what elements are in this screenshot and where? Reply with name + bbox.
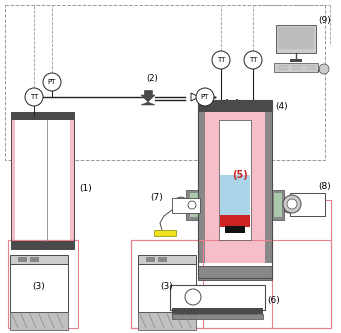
Text: PT: PT — [48, 79, 56, 85]
Bar — [8, 240, 78, 328]
Text: PT: PT — [201, 94, 209, 100]
Bar — [10, 255, 68, 264]
Circle shape — [43, 73, 61, 91]
Bar — [172, 308, 263, 314]
Bar — [219, 120, 251, 240]
Bar — [274, 63, 318, 72]
Bar — [290, 59, 302, 62]
Polygon shape — [141, 95, 155, 102]
Bar — [131, 240, 331, 328]
Bar — [11, 241, 74, 249]
Bar — [276, 25, 316, 53]
Bar — [172, 314, 263, 319]
Bar — [172, 198, 200, 213]
Bar — [138, 262, 196, 312]
Bar — [198, 110, 205, 263]
Bar — [170, 285, 265, 310]
Bar — [10, 312, 68, 330]
Polygon shape — [141, 102, 155, 105]
Circle shape — [212, 51, 230, 69]
Circle shape — [287, 199, 297, 209]
Circle shape — [281, 197, 297, 213]
Text: TT: TT — [217, 57, 225, 63]
Circle shape — [319, 64, 329, 74]
Circle shape — [25, 88, 43, 106]
Bar — [68, 116, 74, 243]
Circle shape — [173, 197, 189, 213]
Text: (4): (4) — [275, 102, 287, 111]
Text: (3): (3) — [161, 282, 173, 291]
Bar — [198, 266, 272, 280]
Bar — [11, 116, 17, 243]
Bar — [220, 175, 250, 217]
Bar — [220, 215, 250, 227]
Bar — [278, 27, 314, 49]
Text: (2): (2) — [146, 74, 158, 83]
Bar — [198, 110, 272, 263]
Bar — [265, 110, 272, 263]
Bar — [290, 193, 325, 216]
Bar — [225, 226, 245, 233]
Bar — [18, 257, 27, 262]
Text: (7): (7) — [150, 193, 163, 202]
Bar — [190, 193, 198, 217]
Text: (6): (6) — [267, 295, 280, 304]
Bar — [274, 193, 282, 217]
Text: (3): (3) — [33, 282, 45, 291]
Bar — [138, 312, 196, 330]
Bar — [154, 230, 176, 236]
Bar — [30, 257, 39, 262]
Text: TT: TT — [30, 94, 38, 100]
Bar — [5, 5, 325, 160]
Bar — [198, 100, 272, 112]
Bar — [138, 255, 196, 264]
Bar — [272, 190, 284, 220]
Bar — [144, 90, 152, 95]
Text: (1): (1) — [79, 184, 92, 193]
Bar — [131, 240, 203, 328]
Bar — [186, 190, 198, 220]
Bar — [158, 257, 167, 262]
Bar — [146, 257, 155, 262]
Bar — [11, 112, 74, 120]
Circle shape — [188, 201, 196, 209]
Text: TT: TT — [249, 57, 257, 63]
Bar — [198, 100, 272, 278]
Circle shape — [185, 289, 201, 305]
Text: (5): (5) — [232, 170, 248, 180]
Bar — [15, 116, 70, 243]
Circle shape — [196, 88, 214, 106]
Text: (9): (9) — [318, 16, 331, 25]
Text: (8): (8) — [318, 182, 331, 191]
Circle shape — [283, 195, 301, 213]
Circle shape — [244, 51, 262, 69]
Bar — [11, 112, 74, 249]
Bar — [10, 262, 68, 312]
